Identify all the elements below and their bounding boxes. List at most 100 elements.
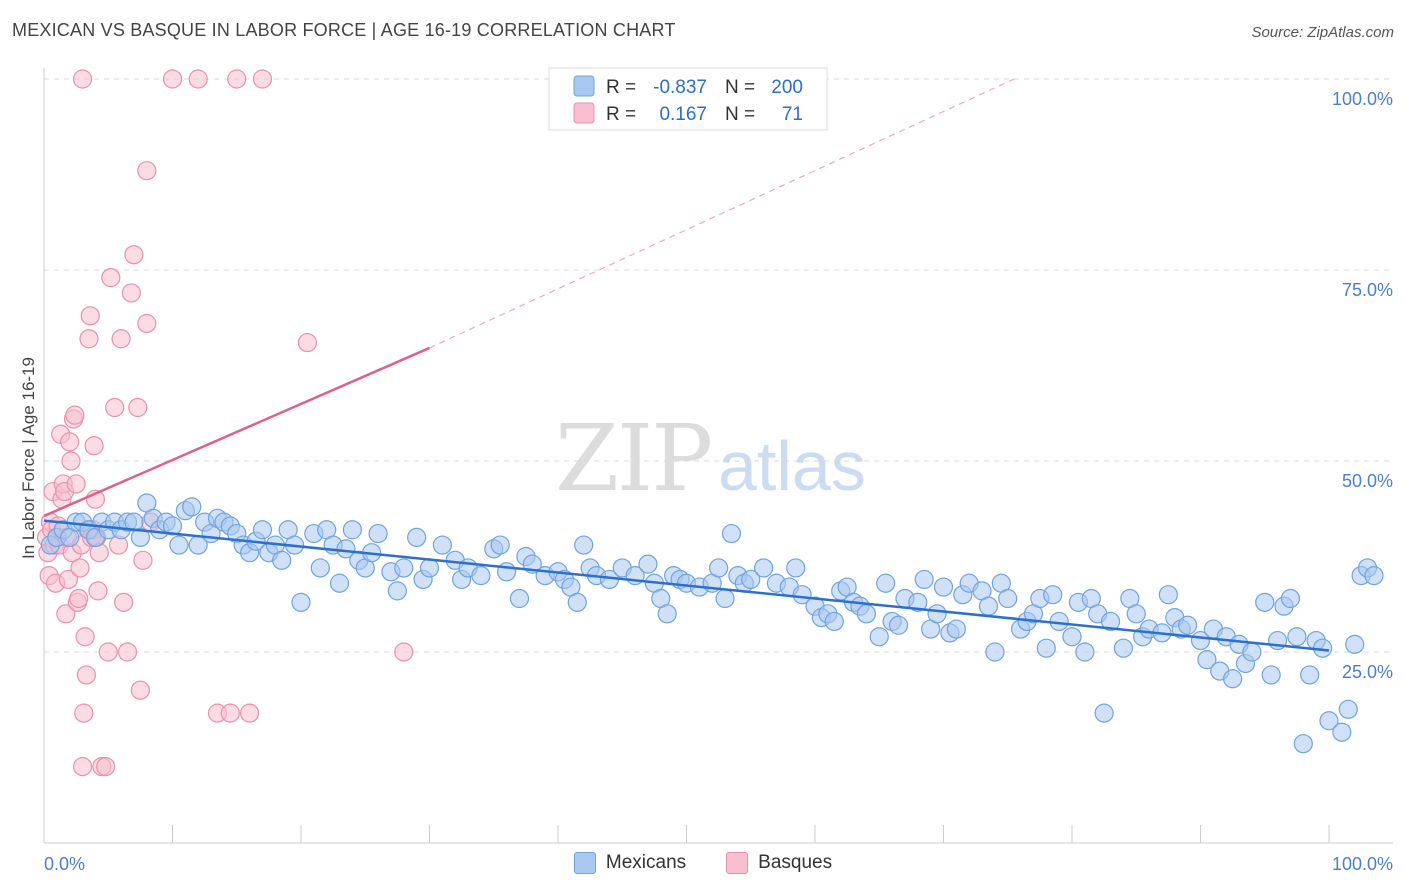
mexicans-point-93 [741,569,761,590]
mexicans-point-116 [927,604,947,624]
mexicans-point-136 [1075,642,1095,662]
mexicans-point-165 [1287,627,1307,647]
legend-label-mexicans: Mexicans [605,852,687,873]
basques-point-58 [72,69,93,89]
basques-point-37 [84,436,104,456]
series-legend: Mexicans Basques [0,852,1406,874]
mexicans-point-107 [856,604,877,624]
basques-point-53 [128,397,148,418]
legend-swatch-basques [573,102,595,124]
basques-point-63 [220,703,240,723]
basques-point-55 [133,550,153,570]
mexicans-point-159 [1242,642,1262,662]
basques-point-51 [121,283,141,303]
basques-point-22 [65,405,85,425]
basques-point-45 [101,268,121,288]
mexicans-point-53 [394,558,414,578]
legend-item-mexicans[interactable]: Mexicans [573,852,687,874]
mexicans-point-33 [252,520,273,540]
basques-point-67 [297,332,318,353]
mexicans-point-172 [1338,699,1358,719]
legend-r-value-mexicans: -0.837 [653,77,707,98]
legend-n-value-mexicans: 200 [771,77,803,98]
basques-point-48 [111,329,131,349]
mexicans-point-89 [715,588,735,609]
legend-r-label-mexicans: R = [606,77,636,98]
mexicans-point-88 [709,558,729,578]
basques-point-29 [74,703,94,723]
y-tick-labels: 25.0% 50.0% 75.0% 100.0% [1332,89,1393,682]
mexicans-point-166 [1293,734,1313,754]
mexicans-point-44 [329,573,350,593]
mexicans-point-57 [432,535,452,555]
mexicans-point-147 [1158,585,1178,605]
legend-r-value-basques: 0.167 [659,104,707,125]
mexicans-point-134 [1062,627,1082,647]
mexicans-point-132 [1043,585,1063,605]
mexicans-point-41 [310,558,330,578]
mexicans-point-97 [786,558,806,578]
mexicans-point-61 [471,565,491,586]
chart-title: MEXICAN VS BASQUE IN LABOR FORCE | AGE 1… [12,20,676,40]
mexicans-series [40,493,1384,754]
mexicans-point-160 [1255,592,1275,612]
basques-point-52 [124,245,144,265]
mexicans-point-52 [387,581,407,601]
mexicans-point-141 [1113,638,1134,658]
basques-point-18 [60,432,80,452]
y-tick-label-100: 100.0% [1332,89,1393,109]
legend-item-basques[interactable]: Basques [726,852,832,874]
mexicans-point-119 [946,619,966,639]
mexicans-point-63 [490,535,510,555]
y-axis-label: In Labor Force | Age 16-19 [19,357,38,559]
mexicans-point-140 [1100,611,1121,632]
stats-legend: R = -0.837 N = 200 R = 0.167 N = 71 [548,67,828,131]
mexicans-point-65 [509,588,530,609]
mexicans-point-170 [1319,711,1339,731]
mexicans-point-111 [888,615,909,635]
x-tick-label-left: 0.0% [44,854,85,874]
legend-n-value-basques: 71 [782,104,803,125]
basques-point-43 [96,756,116,777]
mexicans-point-139 [1094,703,1114,723]
mexicans-point-109 [876,573,896,593]
mexicans-point-54 [407,527,427,548]
basques-point-56 [137,313,157,334]
source-credit: Source: ZipAtlas.com [1251,24,1394,41]
y-tick-label-25: 25.0% [1342,662,1393,682]
mexicans-point-39 [291,592,311,612]
mexicans-point-19 [162,516,183,536]
basques-point-23 [66,474,86,494]
mexicans-point-98 [792,585,812,605]
mexicans-point-173 [1345,634,1365,654]
mexicans-point-56 [419,558,440,578]
mexicans-point-161 [1261,665,1281,685]
basques-point-19 [61,451,81,471]
basques-point-54 [130,680,150,700]
legend-swatch-mexicans-bottom [573,852,596,874]
mexicans-point-126 [998,588,1018,609]
mexicans-point-167 [1300,665,1320,685]
basques-point-65 [240,703,260,723]
mexicans-point-20 [169,535,189,555]
basques-point-68 [394,642,414,662]
legend-n-label-basques: N = [725,104,755,125]
mexicans-point-176 [1364,565,1384,586]
mexicans-point-102 [824,611,844,632]
legend-label-basques: Basques [758,852,833,873]
mexicans-point-90 [721,523,742,544]
mexicans-point-46 [342,520,362,540]
basques-point-28 [72,756,93,777]
basques-point-34 [80,306,100,326]
mexicans-point-73 [574,535,594,555]
mexicans-point-150 [1178,615,1198,635]
mexicans-point-156 [1223,669,1243,689]
basques-point-26 [70,558,90,578]
mexicans-point-113 [908,592,928,612]
mexicans-point-171 [1332,722,1352,742]
mexicans-point-14 [130,527,150,548]
mexicans-point-164 [1280,588,1301,609]
mexicans-point-124 [985,642,1005,662]
mexicans-point-131 [1036,638,1056,658]
